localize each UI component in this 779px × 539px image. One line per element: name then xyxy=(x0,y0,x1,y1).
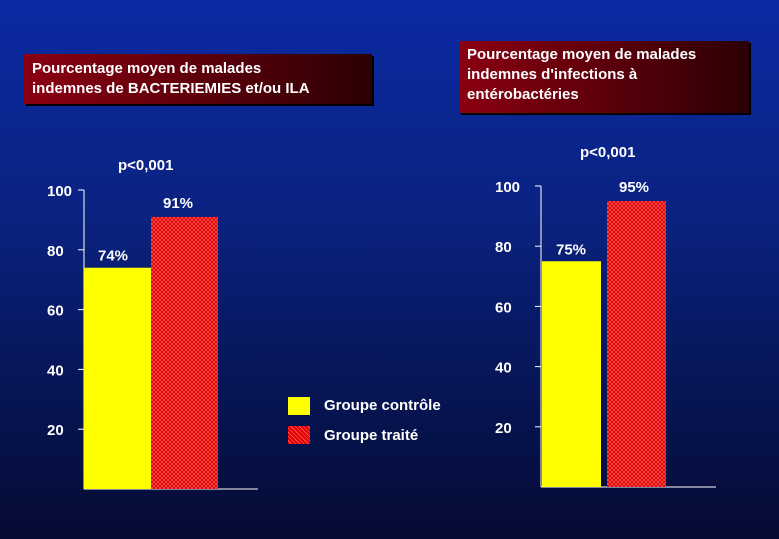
data-label-left-control: 74% xyxy=(98,248,128,265)
legend-label-control: Groupe contrôle xyxy=(324,397,441,414)
legend-swatch-control xyxy=(288,397,310,415)
y-tick-label-left-80: 80 xyxy=(47,243,64,260)
data-label-left-treated: 91% xyxy=(163,195,193,212)
p-value-annotation-left: p<0,001 xyxy=(118,157,173,174)
legend-swatch-treated xyxy=(288,426,310,444)
bar-left-control xyxy=(84,267,151,489)
bar-right-treated xyxy=(607,201,666,488)
chart-title-left-line-2: indemnes de BACTERIEMIES et/ou ILA xyxy=(32,80,310,97)
chart-title-right-line-1: Pourcentage moyen de malades xyxy=(467,46,697,63)
chart-title-left-line-1: Pourcentage moyen de malades xyxy=(32,60,262,77)
y-tick-label-left-100: 100 xyxy=(47,183,72,200)
y-tick-label-right-80: 80 xyxy=(495,239,512,256)
data-label-right-control: 75% xyxy=(556,241,586,258)
chart-title-right: Pourcentage moyen de malades indemnes d'… xyxy=(459,41,749,113)
chart-title-right-line-3: entérobactéries xyxy=(467,86,579,103)
y-tick-label-left-60: 60 xyxy=(47,303,64,320)
y-tick-label-left-20: 20 xyxy=(47,422,64,439)
y-tick-label-right-20: 20 xyxy=(495,420,512,437)
bar-left-treated xyxy=(151,216,218,489)
y-tick-label-right-60: 60 xyxy=(495,299,512,316)
data-label-right-treated: 95% xyxy=(619,179,649,196)
chart-title-right-line-2: indemnes d'infections à xyxy=(467,66,638,83)
p-value-annotation-right: p<0,001 xyxy=(580,144,635,161)
y-tick-label-right-40: 40 xyxy=(495,360,512,377)
legend-label-treated: Groupe traité xyxy=(324,427,419,444)
y-tick-label-left-40: 40 xyxy=(47,362,64,379)
y-tick-label-right-100: 100 xyxy=(495,179,520,196)
bar-right-control xyxy=(542,261,601,487)
chart-title-left: Pourcentage moyen de malades indemnes de… xyxy=(24,54,372,104)
